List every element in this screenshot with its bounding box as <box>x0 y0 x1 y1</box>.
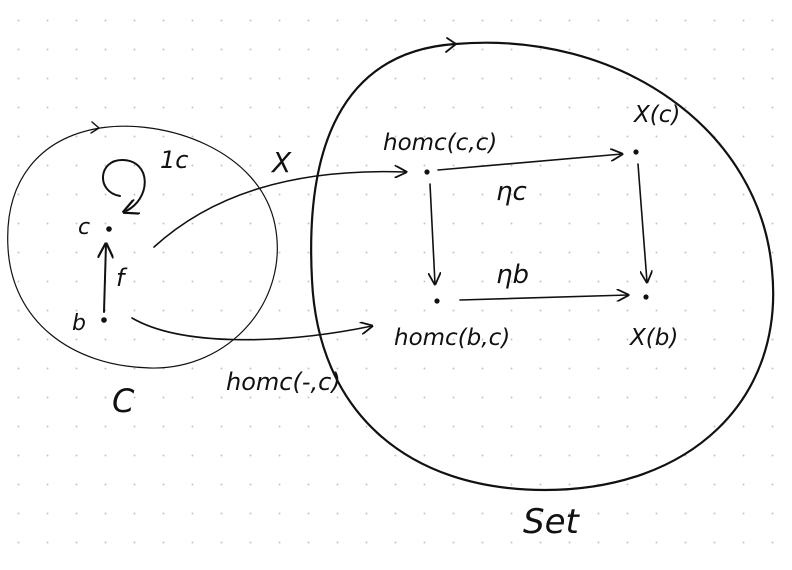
category-set-label: Set <box>523 502 581 542</box>
x-c-dot <box>633 149 639 155</box>
object-c: c <box>78 215 112 240</box>
object-x-c: X(c) <box>633 102 680 155</box>
functor-hom: homc(-,c) <box>131 317 372 396</box>
category-set: Set <box>310 37 775 542</box>
identity-morphism: 1c <box>102 146 188 212</box>
category-c-label: C <box>112 382 135 420</box>
hom-precompose-arrow <box>430 183 435 284</box>
morphism-f: f <box>104 244 128 313</box>
eta-c-label: ηc <box>496 177 527 207</box>
x-b-label: X(b) <box>629 325 678 351</box>
object-c-label: c <box>78 215 90 240</box>
eta-b: ηb <box>459 260 628 300</box>
eta-b-arrow <box>459 295 628 300</box>
hom-b-c-dot <box>434 298 440 304</box>
x-b-dot <box>643 294 649 300</box>
morphism-f-arrow <box>104 244 106 313</box>
hom-c-c-label: homc(c,c) <box>383 130 497 156</box>
functor-x: X <box>153 146 406 248</box>
functor-hom-label: homc(-,c) <box>226 368 341 396</box>
morphism-f-label: f <box>116 264 128 292</box>
identity-loop-arrow <box>102 159 146 212</box>
x-of-f <box>637 163 647 282</box>
circle-orientation-tick-c <box>90 121 100 134</box>
eta-c-arrow <box>437 154 622 171</box>
object-hom-c-c: homc(c,c) <box>383 130 497 175</box>
category-c: C <box>7 121 278 420</box>
circle-orientation-tick-set <box>445 37 457 53</box>
object-hom-b-c: homc(b,c) <box>394 298 510 351</box>
object-b-label: b <box>72 311 86 336</box>
hom-b-c-label: homc(b,c) <box>394 325 510 351</box>
eta-c: ηc <box>437 154 622 207</box>
x-of-f-arrow <box>637 163 647 282</box>
functor-x-arrow <box>153 172 406 248</box>
functor-x-label: X <box>270 146 292 179</box>
functor-hom-arrow <box>131 317 372 341</box>
object-b-dot <box>101 317 107 323</box>
identity-label: 1c <box>160 146 188 174</box>
object-x-b: X(b) <box>629 294 678 351</box>
object-b: b <box>72 311 107 336</box>
object-c-dot <box>106 226 112 232</box>
hom-c-c-dot <box>424 169 430 175</box>
category-c-circle <box>7 125 278 369</box>
eta-b-label: ηb <box>496 260 529 290</box>
hom-precompose-f <box>430 183 435 284</box>
category-set-circle <box>310 41 775 492</box>
x-c-label: X(c) <box>633 102 680 128</box>
